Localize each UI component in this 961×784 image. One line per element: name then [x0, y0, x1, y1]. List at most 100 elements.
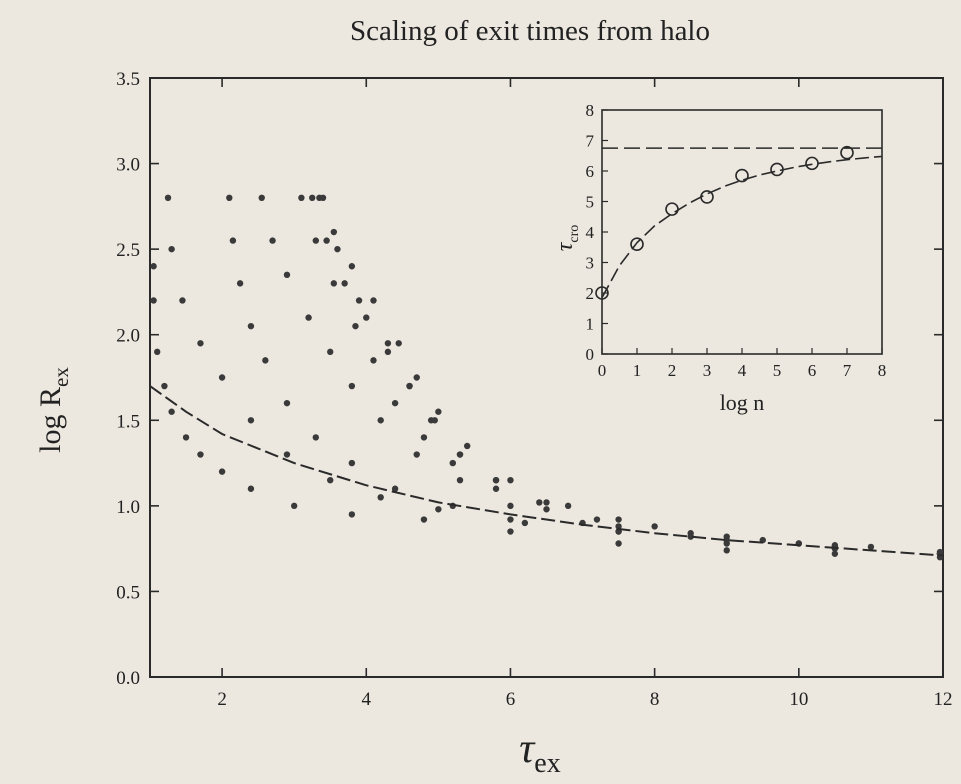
data-point — [687, 530, 694, 537]
data-point — [182, 434, 190, 441]
data-point — [615, 516, 622, 523]
data-point — [283, 271, 291, 279]
x-axis-label-sub: ex — [534, 748, 560, 779]
inset-data-point — [595, 286, 609, 300]
data-point — [262, 357, 269, 364]
data-point — [312, 434, 320, 441]
data-point — [179, 297, 186, 304]
data-point — [936, 548, 944, 556]
data-point — [420, 516, 428, 523]
data-point — [413, 374, 420, 381]
data-point — [327, 348, 334, 356]
data-point — [831, 550, 839, 557]
inset-fit-curve — [601, 155, 883, 298]
data-point — [164, 194, 172, 201]
data-point — [226, 194, 233, 201]
y-tick-label: 3.0 — [116, 155, 140, 176]
data-point — [352, 322, 359, 330]
data-point — [543, 506, 550, 513]
data-series — [319, 194, 944, 556]
data-point — [312, 237, 320, 244]
inset-x-tick-label: 8 — [878, 361, 887, 380]
main-plot: 2 4 6 8 10 120.00.51.01.52.02.53.03.5 — [116, 69, 952, 710]
data-point — [348, 263, 356, 270]
inset-curves — [601, 147, 883, 298]
data-point — [391, 485, 399, 492]
data-point — [327, 476, 334, 484]
inset-y-tick-label: 3 — [586, 254, 595, 273]
inset-y-tick-label: 4 — [586, 223, 595, 242]
x-tick-label: 10 — [789, 689, 808, 710]
inset-x-tick-label: 5 — [773, 361, 782, 380]
data-point — [168, 245, 175, 253]
main-fit-curve — [149, 385, 944, 557]
inset-y-axis-label-main: τ — [552, 241, 578, 251]
data-point — [348, 511, 356, 518]
inset-x-tick-label: 6 — [808, 361, 817, 380]
data-point — [593, 516, 601, 523]
inset-y-tick-label: 1 — [586, 315, 595, 334]
data-point — [197, 451, 204, 458]
data-point — [218, 374, 226, 381]
inset-data-point — [805, 156, 819, 171]
data-point — [355, 297, 363, 304]
data-point — [298, 194, 305, 201]
inset-x-axis-label: log n — [720, 390, 765, 415]
data-point — [456, 451, 464, 458]
data-point — [507, 516, 514, 523]
data-point — [420, 434, 428, 441]
main-axis-ticks: 2 4 6 8 10 120.00.51.01.52.02.53.03.5 — [116, 69, 952, 710]
data-point — [258, 194, 265, 201]
inset-data-point — [665, 202, 679, 216]
inset-y-tick-label: 7 — [586, 132, 595, 151]
y-axis-label: log Rex — [34, 367, 73, 453]
data-point — [370, 357, 377, 364]
data-point — [615, 540, 622, 547]
data-point — [247, 417, 255, 424]
inset-data-point — [700, 190, 714, 204]
data-point — [161, 382, 168, 390]
data-point — [435, 506, 442, 513]
y-tick-label: 1.5 — [116, 411, 140, 432]
x-axis-label-main: τ — [519, 726, 536, 772]
data-point — [348, 459, 356, 467]
inset-y-tick-label: 8 — [586, 101, 595, 120]
inset-x-tick-label: 2 — [668, 361, 677, 380]
data-point — [536, 499, 543, 506]
data-point — [492, 485, 500, 492]
inset-data-point — [630, 237, 644, 251]
data-point — [305, 314, 312, 321]
data-point — [330, 228, 338, 236]
data-point — [283, 451, 291, 458]
data-point — [323, 237, 330, 244]
fit-curve-line — [149, 385, 944, 557]
y-axis-label-main: log R — [34, 387, 67, 453]
inset-y-tick-label: 0 — [586, 345, 595, 364]
y-axis-label-sub: ex — [49, 367, 73, 387]
x-tick-label: 4 — [362, 689, 372, 710]
data-point — [867, 543, 875, 551]
data-point — [247, 485, 255, 492]
data-point — [218, 468, 226, 475]
plot-frame — [149, 77, 944, 678]
inset-data-point — [770, 162, 784, 177]
data-point — [395, 340, 402, 347]
data-point — [377, 494, 384, 501]
data-point — [384, 340, 392, 347]
data-point — [334, 245, 341, 253]
data-point — [521, 519, 529, 527]
data-point — [723, 547, 730, 554]
data-point — [435, 408, 442, 415]
inset-points — [595, 145, 854, 300]
data-point — [427, 417, 435, 424]
data-point — [348, 382, 356, 390]
inset-y-axis-label-sub: cro — [567, 225, 582, 243]
data-point — [370, 297, 377, 304]
data-point — [723, 533, 730, 540]
inset-axis-ticks: 0 1 2 3 4 5 6 7 8 0 1 2 3 4 5 6 7 8 — [586, 101, 887, 380]
data-point — [330, 280, 338, 287]
x-tick-label: 12 — [934, 689, 953, 710]
data-point — [283, 399, 291, 407]
data-point — [384, 348, 392, 356]
data-point — [269, 237, 276, 244]
